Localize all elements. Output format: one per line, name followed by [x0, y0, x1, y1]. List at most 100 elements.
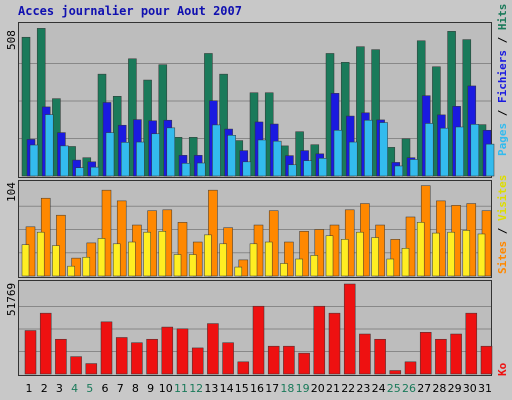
- x-tick-label: 22: [341, 382, 355, 395]
- bar-visites: [177, 222, 188, 277]
- bar-pages: [196, 162, 206, 177]
- x-tick-label: 10: [159, 382, 173, 395]
- bar-sites: [325, 235, 334, 277]
- bar-ko: [191, 347, 204, 375]
- x-tick-label: 13: [204, 382, 218, 395]
- bar-pages: [90, 166, 100, 177]
- bar-sites: [371, 237, 379, 277]
- bar-sites: [112, 243, 121, 277]
- bar-ko: [39, 312, 52, 375]
- bar-ko: [85, 363, 98, 375]
- x-tick-label: 8: [132, 382, 139, 395]
- bar-pages: [440, 127, 449, 177]
- bar-sites: [52, 245, 60, 277]
- bar-pages: [379, 122, 388, 177]
- bar-ko: [100, 321, 113, 375]
- bar-ko: [55, 338, 67, 375]
- x-tick-label: 29: [448, 382, 462, 395]
- bar-sites: [447, 231, 455, 277]
- bar-hits: [36, 28, 46, 177]
- bar-pages: [272, 140, 282, 177]
- bar-ko: [343, 283, 356, 375]
- bar-ko: [146, 338, 158, 375]
- bar-pages: [288, 164, 297, 177]
- bar-sites: [356, 231, 364, 277]
- x-tick-label: 21: [326, 382, 340, 395]
- bar-sites: [386, 258, 395, 277]
- bar-ko: [207, 323, 219, 375]
- bar-sites: [401, 248, 410, 277]
- bar-sites: [173, 254, 182, 277]
- bar-sites: [143, 231, 151, 277]
- x-tick-label: 27: [417, 382, 431, 395]
- x-tick-label: 23: [356, 382, 370, 395]
- bar-pages: [44, 114, 54, 177]
- bar-pages: [136, 141, 145, 177]
- bar-ko: [131, 342, 143, 375]
- bar-sites: [249, 243, 258, 277]
- page-title: Acces journalier pour Aout 2007: [18, 4, 242, 18]
- bar-visites: [284, 241, 294, 277]
- bar-hits: [401, 138, 411, 177]
- x-tick-label: 17: [265, 382, 279, 395]
- bar-hits: [356, 46, 365, 177]
- bar-visites: [405, 216, 416, 277]
- bar-pages: [29, 144, 39, 177]
- bar-visites: [299, 231, 309, 277]
- bar-sites: [82, 256, 91, 277]
- bar-sites: [204, 234, 212, 277]
- bar-visites: [208, 189, 218, 277]
- bar-ko: [252, 305, 265, 375]
- bar-ko: [435, 338, 447, 375]
- bar-ko: [328, 312, 341, 375]
- bar-hits: [128, 58, 137, 177]
- x-tick-label: 1: [26, 382, 33, 395]
- bar-pages: [151, 133, 160, 177]
- x-tick-label: 7: [117, 382, 124, 395]
- bar-sites: [280, 263, 288, 277]
- bar-pages: [318, 158, 328, 177]
- bar-pages: [303, 160, 312, 177]
- x-tick-label: 30: [463, 382, 477, 395]
- bar-pages: [181, 163, 191, 177]
- x-tick-label: 18: [280, 382, 294, 395]
- bar-ko: [267, 345, 280, 375]
- bar-pages: [212, 124, 221, 177]
- bar-sites: [340, 239, 349, 277]
- bar-pages: [364, 119, 373, 177]
- bar-ko: [374, 338, 386, 375]
- bar-pages: [105, 132, 115, 177]
- bar-ko: [313, 305, 326, 375]
- bar-sites: [36, 231, 45, 277]
- bar-hits: [447, 31, 456, 177]
- bar-ko: [222, 342, 234, 375]
- x-tick-label: 15: [235, 382, 249, 395]
- bar-ko: [176, 328, 189, 375]
- bar-ko: [70, 356, 82, 375]
- bar-hits: [371, 49, 380, 177]
- bar-ko: [298, 352, 310, 375]
- bar-ko: [115, 337, 128, 375]
- x-tick-label: 4: [71, 382, 78, 395]
- bar-pages: [242, 161, 252, 177]
- x-tick-label: 24: [372, 382, 386, 395]
- bar-ko: [24, 330, 37, 375]
- x-tick-label: 3: [56, 382, 63, 395]
- bar-ko: [450, 333, 462, 375]
- x-tick-label: 25: [387, 382, 401, 395]
- x-tick-label: 20: [311, 382, 325, 395]
- x-tick-label: 2: [41, 382, 48, 395]
- bar-pages: [166, 127, 176, 177]
- bar-visites: [390, 239, 401, 277]
- bar-pages: [60, 145, 69, 177]
- bar-sites: [310, 255, 319, 277]
- bar-sites: [219, 243, 227, 277]
- bar-sites: [432, 232, 440, 277]
- bar-pages: [120, 142, 130, 177]
- bar-sites: [158, 231, 167, 277]
- bar-ko: [465, 312, 478, 375]
- bar-sites: [234, 266, 243, 277]
- bar-pages: [455, 126, 464, 177]
